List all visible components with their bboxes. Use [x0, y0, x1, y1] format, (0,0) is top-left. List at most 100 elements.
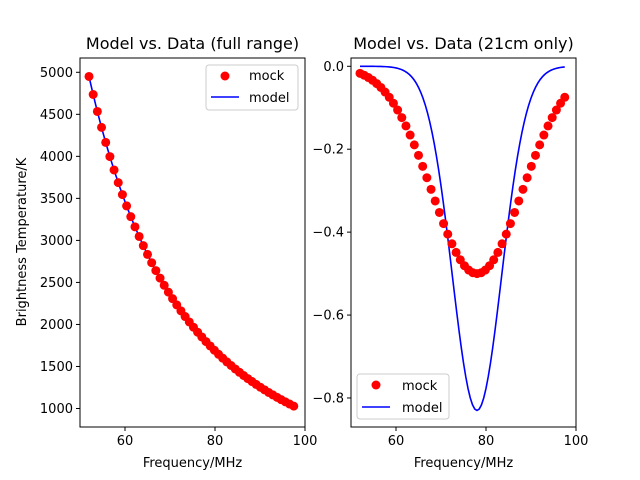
mock-point [547, 113, 557, 123]
legend-mock-label: mock [402, 379, 438, 394]
mock-point [117, 190, 127, 200]
x-tick-label: 60 [388, 434, 405, 449]
mock-point [551, 105, 561, 115]
y-tick-label: 5000 [40, 66, 73, 81]
mock-point [505, 219, 515, 229]
chart-title: Model vs. Data (21cm only) [353, 34, 574, 53]
mock-point [522, 173, 532, 183]
mock-point [497, 239, 507, 249]
y-tick-label: 1000 [40, 402, 73, 417]
y-axis-label: Brightness Temperature/K [15, 157, 30, 326]
plot-area [355, 65, 570, 412]
mock-point [447, 239, 457, 249]
mock-point [388, 98, 398, 108]
x-ticks: 60 80 100 [388, 427, 589, 449]
chart-full-range: Model vs. Data (full range) Frequency/MH… [15, 34, 317, 471]
mock-point [109, 165, 119, 175]
mock-point [518, 184, 528, 194]
x-axis-label: Frequency/MHz [143, 456, 243, 471]
legend-mock-marker [220, 71, 230, 81]
mock-point [134, 231, 144, 241]
x-tick-label: 100 [293, 434, 318, 449]
y-tick-label: 2500 [40, 276, 73, 291]
legend-model-label: model [249, 91, 289, 106]
mock-point [531, 150, 540, 160]
mock-point [393, 105, 403, 115]
mock-point [163, 287, 173, 297]
mock-point [147, 258, 157, 268]
mock-point [489, 255, 499, 265]
mock-point [88, 90, 98, 99]
model-line [360, 65, 565, 412]
mock-point [430, 196, 440, 206]
mock-point [155, 273, 165, 283]
mock-point [560, 92, 570, 102]
mock-point [418, 161, 428, 171]
axes-frame [350, 57, 577, 428]
mock-point [113, 178, 123, 188]
series-model [360, 65, 565, 412]
x-tick-label: 80 [478, 434, 495, 449]
y-tick-label: −0.6 [312, 309, 344, 324]
legend: mock model [356, 373, 450, 420]
y-tick-label: 3500 [40, 192, 73, 207]
x-axis-label: Frequency/MHz [414, 456, 514, 471]
legend-mock-marker [371, 380, 381, 390]
y-tick-label: 3000 [40, 234, 73, 249]
mock-point [401, 121, 411, 131]
mock-point [101, 137, 111, 147]
chart-21cm-only: Model vs. Data (21cm only) Frequency/MHz… [312, 34, 588, 471]
y-tick-label: 4000 [40, 150, 73, 165]
plot-area [84, 71, 299, 411]
x-tick-label: 100 [564, 434, 589, 449]
mock-point [130, 222, 140, 232]
x-tick-label: 60 [117, 434, 134, 449]
axes-frame [79, 57, 306, 428]
mock-point [92, 106, 102, 116]
mock-point [535, 140, 545, 150]
legend: mock model [205, 64, 299, 111]
mock-point [451, 247, 461, 257]
y-tick-label: 1500 [40, 360, 73, 375]
y-ticks: 0.0 −0.2 −0.4 −0.6 −0.8 [312, 60, 351, 406]
mock-point [97, 122, 107, 132]
chart-title: Model vs. Data (full range) [86, 34, 299, 53]
mock-point [422, 173, 432, 183]
y-tick-label: 4500 [40, 108, 73, 123]
x-tick-label: 80 [207, 434, 224, 449]
mock-point [122, 201, 132, 211]
legend-model-label: model [402, 401, 442, 416]
y-tick-label: −0.2 [312, 143, 344, 158]
mock-point [138, 241, 148, 251]
y-tick-label: 2000 [40, 318, 73, 333]
mock-point [443, 229, 453, 239]
mock-point [143, 249, 152, 259]
mock-point [414, 150, 423, 160]
y-tick-label: −0.8 [312, 391, 344, 406]
mock-point [405, 130, 415, 140]
mock-point [514, 196, 524, 206]
mock-point [543, 121, 553, 131]
mock-point [159, 280, 169, 290]
mock-point [439, 219, 449, 229]
mock-point [151, 266, 161, 276]
mock-point [426, 184, 436, 194]
y-tick-label: −0.4 [312, 226, 344, 241]
mock-point [510, 207, 520, 217]
mock-point [434, 207, 444, 217]
legend-mock-label: mock [249, 69, 285, 84]
mock-point [105, 152, 115, 162]
mock-point [409, 140, 419, 150]
mock-point [289, 401, 299, 411]
mock-point [501, 229, 511, 239]
mock-point [493, 247, 503, 257]
mock-point [84, 71, 94, 81]
mock-point [539, 130, 549, 140]
mock-point [126, 212, 136, 222]
mock-point [526, 161, 536, 171]
mock-point [397, 113, 407, 123]
y-tick-label: 0.0 [323, 60, 344, 75]
x-ticks: 60 80 100 [117, 427, 318, 449]
